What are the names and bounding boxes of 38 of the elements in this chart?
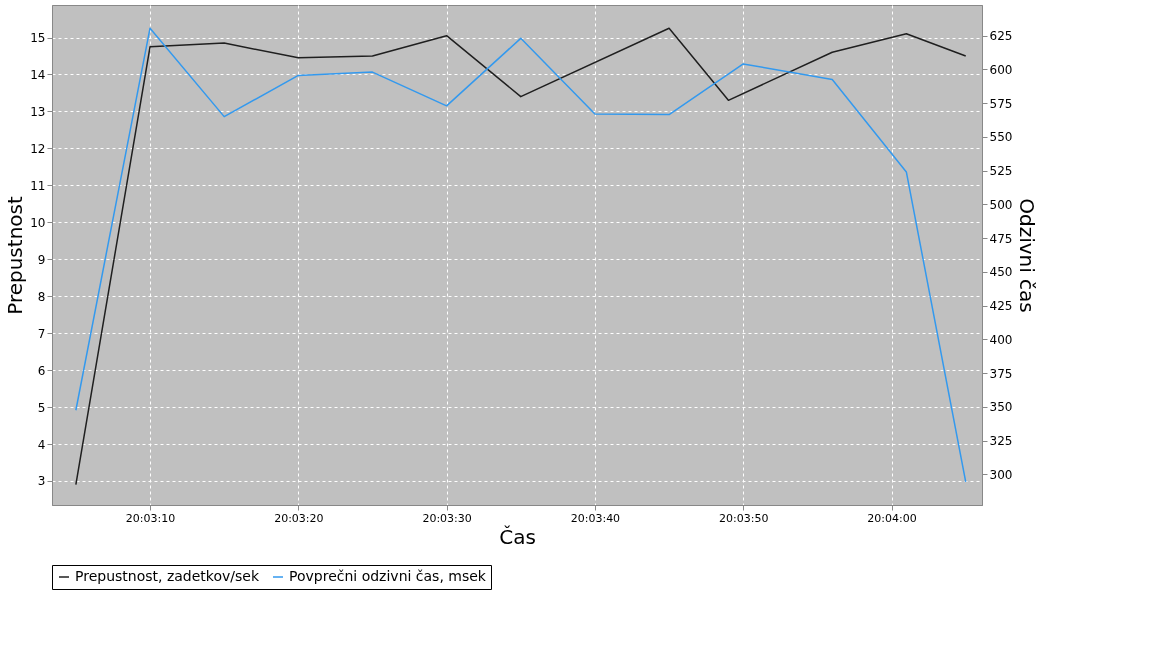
y2-tick-label: 550 — [989, 130, 1013, 145]
y-tick-label: 7 — [37, 326, 46, 341]
y2-tick-label: 450 — [989, 265, 1013, 280]
x-tick-label: 20:03:20 — [274, 511, 324, 525]
legend-label: Povprečni odzivni čas, msek — [289, 568, 487, 584]
y2-tick-label: 625 — [989, 29, 1013, 44]
x-tick-label: 20:03:50 — [719, 511, 769, 525]
y-tick-label: 3 — [37, 474, 46, 489]
y2-tick-label: 325 — [989, 434, 1013, 449]
x-tick-label: 20:04:00 — [867, 511, 917, 525]
y2-tick-label: 400 — [989, 332, 1013, 347]
y2-tick-label: 425 — [989, 299, 1013, 314]
y-tick-label: 4 — [37, 437, 46, 452]
legend-label: Prepustnost, zadetkov/sek — [75, 568, 260, 584]
x-tick-label: 20:03:10 — [125, 511, 176, 525]
y-tick-label: 9 — [37, 252, 46, 267]
y2-tick-label: 600 — [989, 62, 1013, 77]
y-tick-label: 10 — [30, 215, 46, 230]
y2-tick-label: 300 — [989, 467, 1013, 482]
y2-axis-title: Odzivni čas — [1015, 198, 1040, 313]
y-tick-label: 8 — [37, 289, 46, 304]
x-tick-label: 20:03:30 — [422, 511, 472, 525]
y-tick-label: 12 — [30, 141, 46, 156]
y-tick-label: 6 — [37, 363, 46, 378]
y2-tick-label: 350 — [989, 400, 1013, 415]
y-tick-label: 15 — [30, 31, 46, 46]
y2-tick-label: 475 — [989, 231, 1013, 246]
y-tick-label: 5 — [37, 400, 46, 415]
x-axis-title: Čas — [499, 524, 536, 549]
x-tick-label: 20:03:40 — [570, 511, 621, 525]
y2-tick-label: 375 — [989, 366, 1013, 381]
y-tick-label: 14 — [30, 67, 46, 82]
y2-tick-label: 525 — [989, 164, 1013, 179]
y-tick-label: 13 — [30, 104, 46, 119]
y2-tick-label: 575 — [989, 96, 1013, 111]
y2-tick-label: 500 — [989, 197, 1013, 212]
y-tick-label: 11 — [30, 178, 46, 193]
y-axis-title: Prepustnost — [3, 196, 28, 315]
